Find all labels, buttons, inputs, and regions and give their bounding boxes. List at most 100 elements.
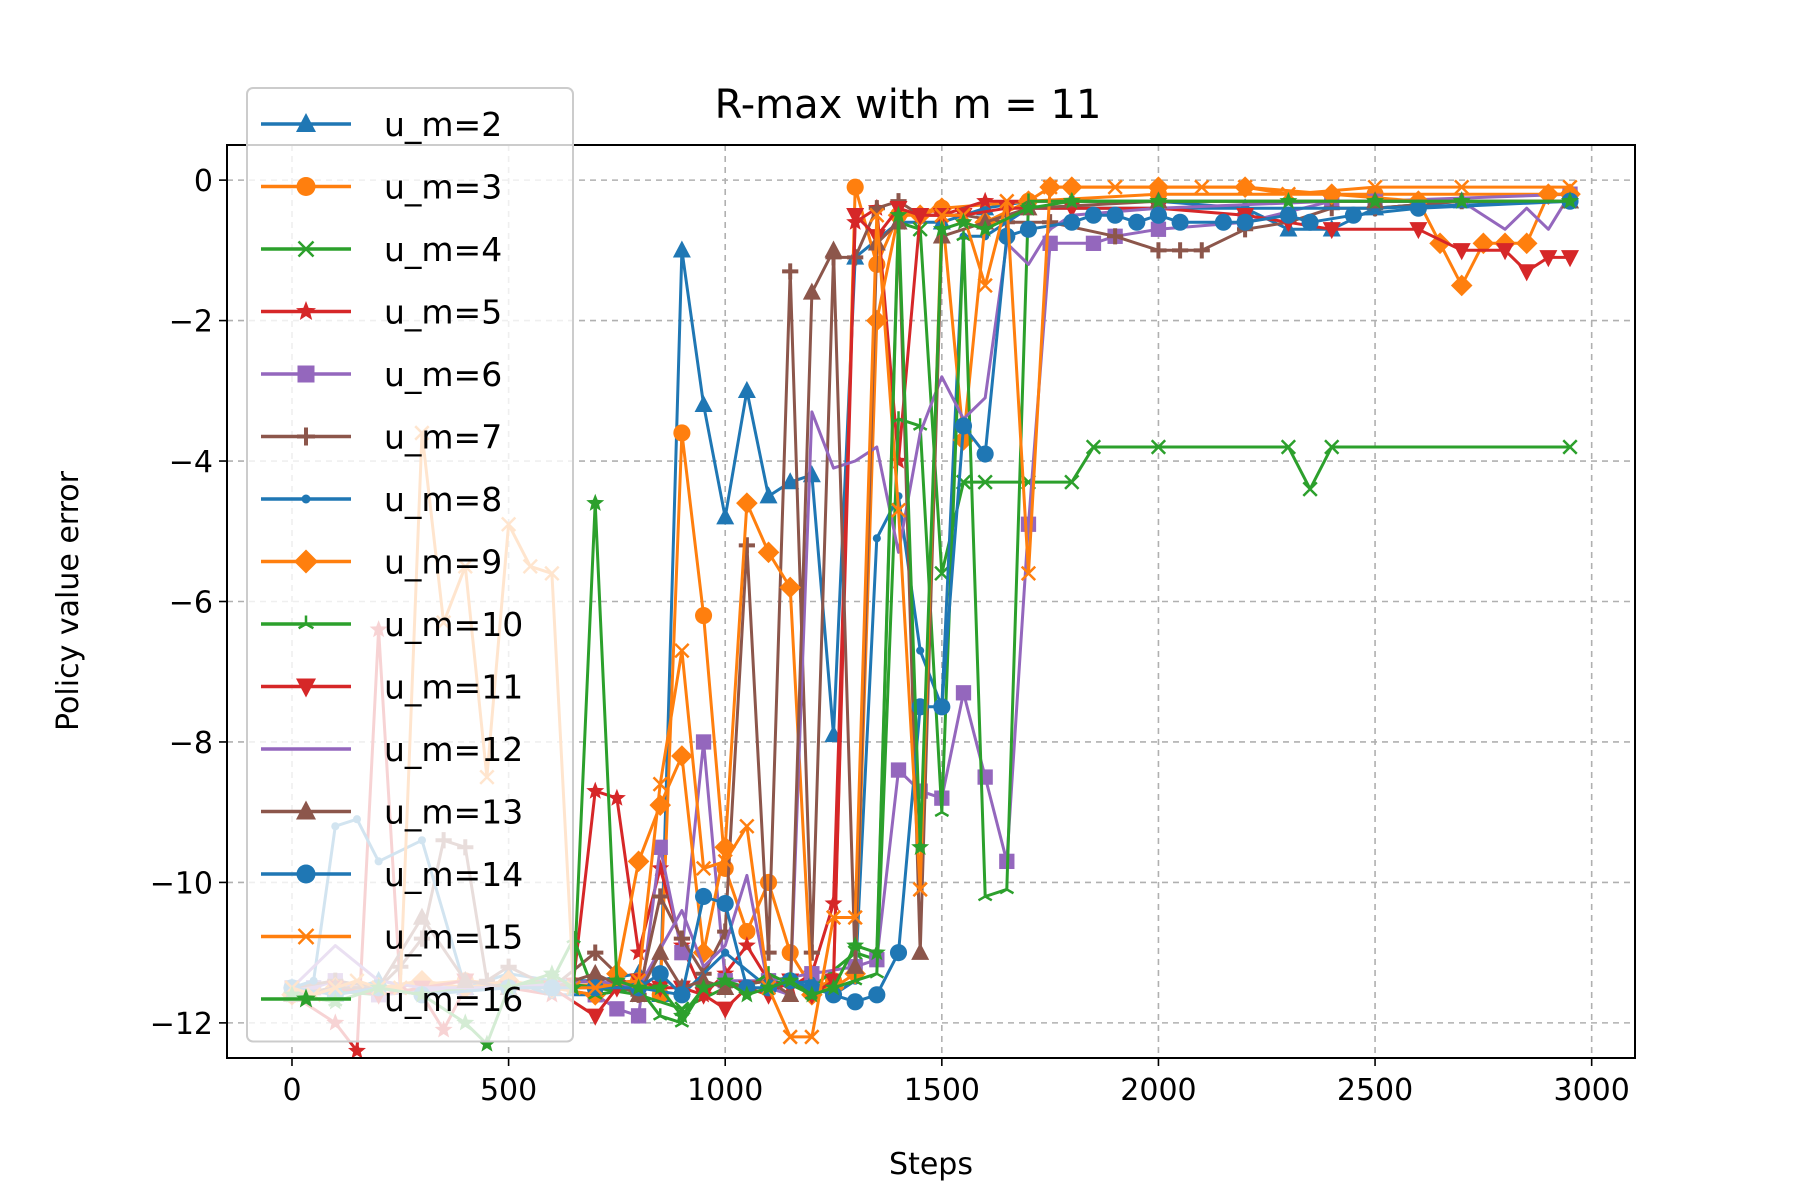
legend-label: u_m=8 [384, 480, 502, 519]
data-point [673, 930, 690, 947]
legend-label: u_m=9 [384, 543, 502, 582]
legend-item: u_m=14 [261, 855, 523, 894]
data-point [911, 942, 930, 960]
data-point [1085, 235, 1102, 251]
legend: u_m=2 u_m=3 u_m=4 u_m=5 u_m=6 u_m=7 u_m=8 u_m=9… [246, 87, 574, 1043]
data-point [1107, 228, 1124, 245]
data-point [976, 191, 995, 209]
legend-label: u_m=10 [384, 605, 523, 644]
data-point [1214, 213, 1232, 231]
data-point [977, 888, 993, 902]
data-point [692, 941, 715, 964]
data-point [999, 193, 1015, 209]
data-point [804, 1029, 820, 1045]
data-point [673, 424, 691, 442]
data-point [1452, 243, 1471, 261]
data-point [1452, 191, 1471, 209]
y-tick-label: 0 [194, 164, 213, 199]
y-tick-label: −2 [169, 305, 213, 340]
x-tick-label: 1500 [904, 1073, 980, 1108]
data-point [716, 894, 734, 913]
data-point [716, 971, 735, 989]
x-tick-label: 500 [480, 1073, 537, 1108]
data-point [759, 978, 778, 996]
data-point [1042, 179, 1058, 195]
data-point [1561, 191, 1579, 209]
data-point [779, 576, 801, 599]
data-point [866, 309, 888, 332]
legend-box [246, 87, 574, 1043]
data-point [477, 1034, 496, 1052]
data-point [869, 966, 885, 979]
legend-label: u_m=3 [384, 168, 502, 207]
data-point [739, 818, 755, 834]
x-axis: 0 500 1000 1500 2000 2500 3000 [282, 1058, 1630, 1108]
legend-label: u_m=6 [384, 355, 502, 394]
data-point [651, 942, 670, 960]
data-point [934, 207, 950, 223]
data-point [716, 977, 735, 995]
data-point [1301, 213, 1319, 231]
x-tick-label: 2000 [1120, 1073, 1196, 1108]
data-point [671, 745, 693, 767]
data-point [721, 948, 730, 957]
data-point [803, 944, 820, 961]
data-point [889, 451, 908, 469]
data-point [999, 881, 1015, 895]
legend-item: u_m=7 [261, 418, 502, 457]
legend-label: u_m=11 [384, 668, 523, 707]
data-point [652, 888, 669, 905]
data-point [1409, 222, 1428, 240]
data-point [890, 762, 907, 778]
data-point [824, 978, 843, 996]
data-point [695, 887, 713, 906]
data-point [846, 936, 865, 954]
data-point [347, 1041, 366, 1059]
data-point [1084, 206, 1103, 224]
data-point [738, 537, 755, 554]
data-point [976, 219, 995, 237]
data-point [846, 178, 864, 196]
data-point [802, 282, 821, 300]
data-point [651, 858, 670, 877]
data-point [1280, 439, 1297, 455]
data-point [757, 541, 780, 564]
data-point [1562, 439, 1578, 455]
legend-swatch-marker [296, 800, 316, 820]
legend-item: u_m=13 [261, 793, 523, 832]
data-point [587, 944, 604, 961]
data-point [1324, 439, 1340, 455]
legend-swatch-marker [297, 240, 315, 258]
data-point [1454, 179, 1470, 195]
legend-swatch-marker [296, 678, 316, 698]
data-point [911, 837, 930, 855]
data-point [1150, 439, 1167, 455]
legend-label: u_m=7 [384, 418, 502, 457]
data-point [781, 472, 800, 490]
data-point [1366, 191, 1385, 209]
data-point [1150, 242, 1167, 259]
data-point [652, 839, 668, 855]
data-point [1063, 213, 1081, 231]
legend-swatch-marker [297, 615, 315, 630]
x-tick-label: 2500 [1337, 1073, 1413, 1108]
x-axis-label: Steps [889, 1147, 973, 1182]
data-point [737, 936, 756, 954]
data-point [1019, 220, 1038, 238]
data-point [867, 943, 886, 961]
data-point [1279, 206, 1297, 224]
data-point [674, 945, 690, 961]
data-point [869, 207, 885, 223]
data-point [1150, 221, 1167, 237]
data-point [672, 1006, 691, 1024]
data-point [1517, 264, 1536, 282]
data-point [609, 1001, 625, 1017]
data-point [872, 534, 881, 543]
legend-label: u_m=13 [384, 793, 523, 832]
data-point [649, 794, 672, 816]
data-point [955, 685, 972, 701]
data-point [1562, 179, 1578, 195]
data-point [607, 971, 626, 989]
data-point [954, 417, 973, 435]
data-point [934, 804, 950, 818]
